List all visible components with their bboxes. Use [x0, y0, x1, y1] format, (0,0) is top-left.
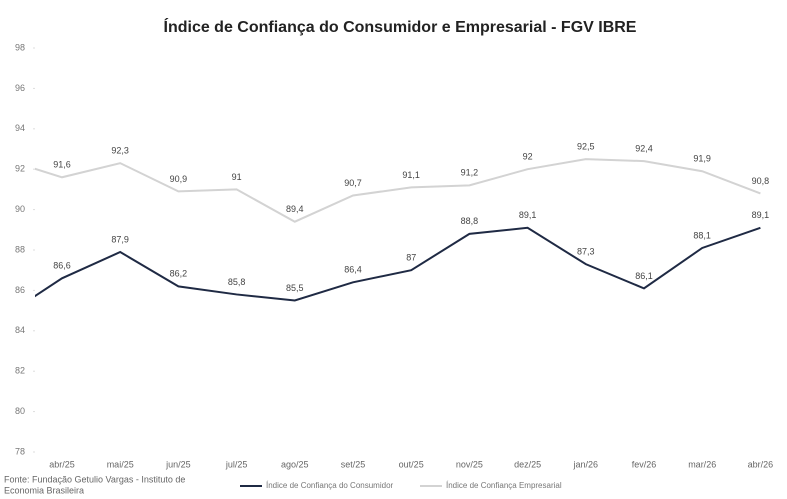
y-tick-label: 88 — [15, 244, 25, 254]
data-label: 88,8 — [461, 216, 479, 226]
chart-title: Índice de Confiança do Consumidor e Empr… — [164, 17, 637, 36]
data-label: 86,2 — [170, 269, 188, 279]
data-label: 90,7 — [344, 178, 362, 188]
series-line — [35, 226, 761, 302]
y-tick-label: 94 — [15, 123, 25, 133]
data-label: 86,1 — [635, 271, 653, 281]
x-tick-label: mar/26 — [688, 459, 716, 469]
y-tick-label: 82 — [15, 366, 25, 376]
data-label: 91,2 — [461, 168, 479, 178]
data-label: 92,5 — [577, 141, 595, 151]
data-label: 85,8 — [228, 277, 246, 287]
x-tick-label: fev/26 — [632, 459, 657, 469]
x-tick-label: nov/25 — [456, 459, 483, 469]
data-label: 87,3 — [577, 247, 595, 257]
data-label: 92 — [523, 152, 533, 162]
x-tick-label: abr/25 — [49, 459, 75, 469]
data-label: 91 — [232, 172, 242, 182]
data-label: 91,9 — [693, 154, 711, 164]
x-tick-label: abr/26 — [748, 459, 774, 469]
x-tick-label: ago/25 — [281, 459, 309, 469]
x-tick-label: jun/25 — [165, 459, 191, 469]
source: Economia Brasileira — [4, 485, 84, 495]
y-tick-label: 78 — [15, 446, 25, 456]
data-label: 92,3 — [111, 146, 129, 156]
series-line — [35, 158, 761, 223]
data-label: 87,9 — [111, 234, 129, 244]
legend-label: Índice de Confiança Empresarial — [446, 481, 562, 490]
data-label: 92,4 — [635, 143, 653, 153]
y-tick-label: 90 — [15, 204, 25, 214]
data-label: 91,1 — [402, 170, 420, 180]
data-label: 90,9 — [170, 174, 188, 184]
data-label: 87 — [406, 253, 416, 263]
data-label: 85,5 — [286, 283, 304, 293]
data-label: 90,8 — [752, 176, 770, 186]
x-tick-label: out/25 — [399, 459, 424, 469]
data-label: 88,1 — [693, 230, 711, 240]
y-tick-label: 92 — [15, 164, 25, 174]
x-tick-label: jan/26 — [573, 459, 599, 469]
y-tick-label: 98 — [15, 42, 25, 52]
y-tick-label: 86 — [15, 285, 25, 295]
source: Fonte: Fundação Getulio Vargas - Institu… — [4, 474, 185, 484]
x-tick-label: dez/25 — [514, 459, 541, 469]
data-label: 91,6 — [53, 160, 71, 170]
y-tick-label: 80 — [15, 406, 25, 416]
data-label: 86,6 — [53, 261, 71, 271]
data-label: 89,1 — [752, 210, 770, 220]
x-tick-label: jul/25 — [225, 459, 248, 469]
x-tick-label: set/25 — [341, 459, 366, 469]
data-label: 89,1 — [519, 210, 537, 220]
plot-area — [35, 158, 761, 302]
legend-label: Índice de Confiança do Consumidor — [266, 481, 394, 490]
y-tick-label: 96 — [15, 83, 25, 93]
data-label: 86,4 — [344, 265, 362, 275]
x-tick-label: mai/25 — [107, 459, 134, 469]
y-tick-label: 84 — [15, 325, 25, 335]
data-label: 89,4 — [286, 204, 304, 214]
